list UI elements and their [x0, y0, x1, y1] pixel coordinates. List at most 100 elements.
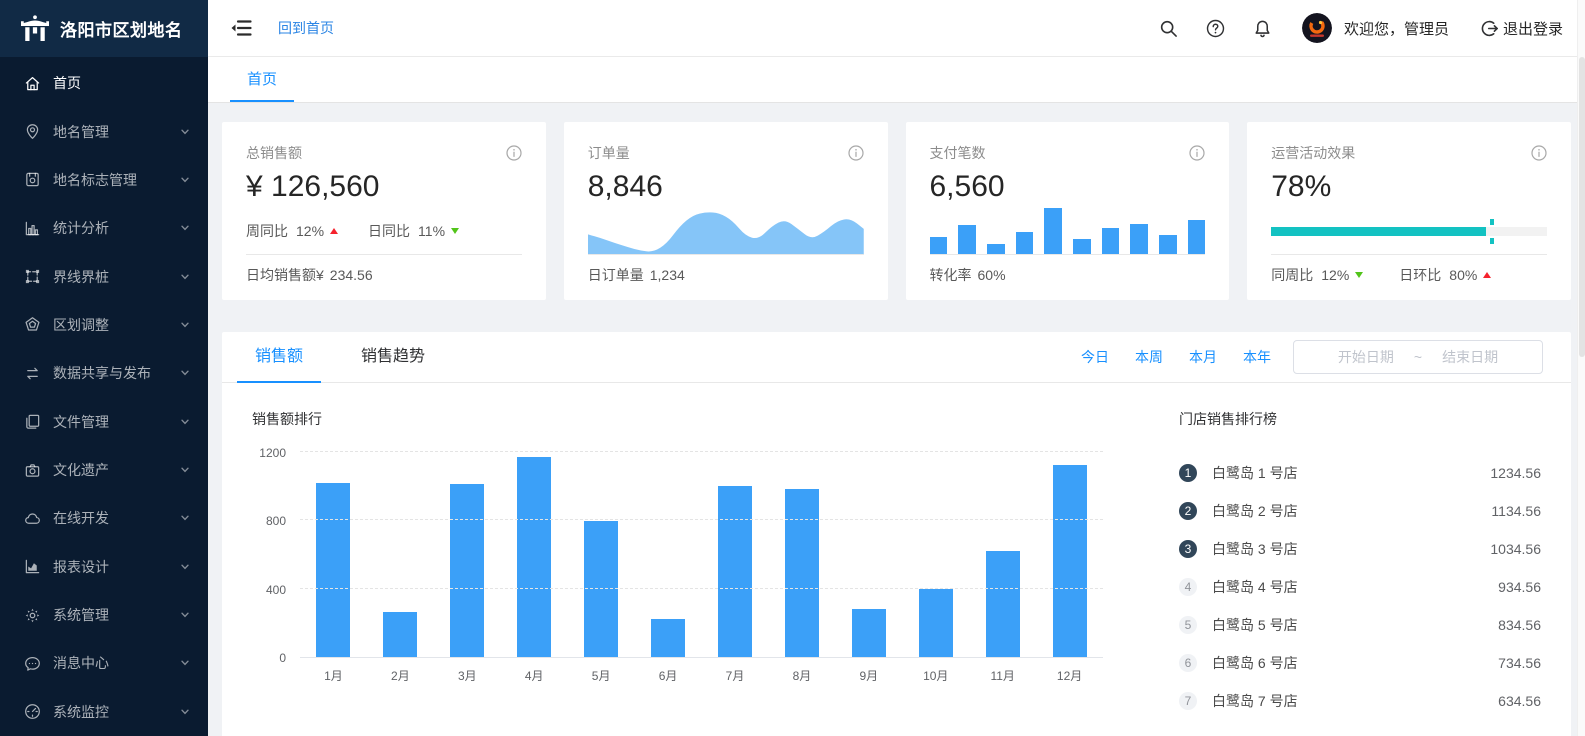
ranking-row: 2 白鹭岛 2 号店 1134.56 [1179, 492, 1541, 530]
mini-bar [986, 243, 1005, 254]
date-range-picker[interactable]: 开始日期 ~ 结束日期 [1293, 340, 1543, 374]
store-sales-value: 1134.56 [1491, 503, 1541, 519]
logout-label: 退出登录 [1502, 20, 1563, 38]
mini-bar [1187, 220, 1206, 254]
y-tick-label: 800 [265, 514, 286, 529]
sidebar-item-label: 系统管理 [53, 607, 109, 624]
info-icon[interactable] [506, 145, 522, 161]
mini-bar [1101, 227, 1120, 254]
bar-10月 [918, 588, 953, 657]
bar-1月 [316, 482, 351, 657]
chevron-down-icon [180, 707, 190, 717]
down-arrow-icon [451, 228, 460, 234]
rank-badge: 6 [1179, 654, 1197, 672]
scrollbar[interactable] [1577, 0, 1585, 736]
info-icon[interactable] [1189, 145, 1205, 161]
sidebar-item-home[interactable]: 首页 [0, 59, 208, 107]
sidebar-item-10[interactable]: 报表设计 [0, 543, 208, 591]
avatar[interactable] [1301, 13, 1332, 43]
filter-today[interactable]: 今日 [1081, 349, 1109, 365]
info-icon[interactable] [1531, 145, 1547, 161]
content: 总销售额 ¥ 126,560 周同比 12% 日同比 11% [208, 103, 1585, 736]
mini-bar [1015, 231, 1034, 254]
sidebar-item-1[interactable]: 地名管理 [0, 107, 208, 155]
logout-button[interactable]: 退出登录 [1481, 18, 1563, 39]
store-sales-value: 1034.56 [1490, 541, 1541, 557]
sidebar-item-label: 首页 [53, 75, 81, 92]
date-start-input[interactable]: 开始日期 [1337, 349, 1394, 365]
x-tick-label: 11月 [990, 669, 1015, 683]
sidebar-item-13[interactable]: 系统监控 [0, 688, 208, 736]
page-tabbar: 首页 [208, 57, 1585, 103]
chevron-down-icon [180, 562, 190, 572]
boundary-icon [24, 268, 41, 285]
store-sales-value: 934.56 [1498, 579, 1541, 595]
sidebar-item-label: 数据共享与发布 [53, 365, 151, 382]
sidebar-collapse-button[interactable] [230, 17, 252, 39]
bar-slot [568, 453, 635, 657]
x-tick-label: 7月 [725, 669, 745, 683]
share-sync-icon [24, 365, 41, 382]
location-icon [24, 123, 41, 140]
stat-card-orders: 订单量 8,846 日订单量 1,234 [563, 122, 888, 300]
date-separator: ~ [1413, 349, 1423, 365]
sidebar-item-label: 界线界桩 [53, 268, 109, 285]
back-home-link[interactable]: 回到首页 [278, 20, 334, 36]
x-tick-label: 1月 [324, 669, 343, 683]
filter-week[interactable]: 本周 [1135, 349, 1163, 365]
store-sales-value: 634.56 [1498, 693, 1541, 709]
sidebar-item-9[interactable]: 在线开发 [0, 494, 208, 542]
card-footer: 同周比 12% 日环比 80% [1271, 255, 1547, 285]
filter-year[interactable]: 本年 [1243, 349, 1271, 365]
sidebar-item-12[interactable]: 消息中心 [0, 639, 208, 687]
sidebar-item-8[interactable]: 文化遗产 [0, 446, 208, 494]
sidebar-item-label: 系统监控 [53, 703, 109, 720]
sidebar-item-11[interactable]: 系统管理 [0, 591, 208, 639]
bar-slot [702, 453, 769, 657]
x-tick-label: 9月 [859, 669, 879, 683]
y-tick-label: 1200 [259, 446, 286, 460]
tab-home[interactable]: 首页 [230, 68, 295, 102]
cloud-icon [24, 510, 41, 527]
sidebar-item-3[interactable]: 统计分析 [0, 204, 208, 252]
bar-slot [969, 453, 1036, 657]
topbar: 回到首页 欢迎您，管理员 退出 [208, 0, 1585, 57]
bar-slot [768, 453, 835, 657]
info-icon[interactable] [847, 145, 864, 161]
gridline [300, 587, 1103, 589]
filter-month[interactable]: 本月 [1189, 349, 1217, 365]
chevron-down-icon [180, 658, 190, 668]
bar-slot [902, 453, 969, 657]
store-sales-value: 834.56 [1498, 617, 1541, 633]
ranking-row: 6 白鹭岛 6 号店 734.56 [1179, 644, 1541, 682]
store-ranking-section: 门店销售排行榜 1 白鹭岛 1 号店 1234.56 2 白鹭岛 2 号店 1134.56… [1179, 409, 1541, 720]
stat-card-payments: 支付笔数 6,560 转化率 60% [905, 122, 1230, 300]
bell-icon[interactable] [1253, 19, 1272, 38]
bar-7月 [717, 486, 752, 657]
scrollbar-thumb[interactable] [1579, 57, 1585, 357]
topbar-actions: 欢迎您，管理员 退出登录 [1131, 13, 1563, 43]
card-title: 运营活动效果 [1271, 145, 1356, 161]
sidebar-item-4[interactable]: 界线界桩 [0, 252, 208, 300]
sidebar-item-label: 区划调整 [53, 316, 109, 333]
chevron-down-icon [180, 223, 190, 233]
sidebar-item-label: 报表设计 [53, 558, 109, 575]
chevron-down-icon [180, 417, 190, 427]
date-end-input[interactable]: 结束日期 [1442, 349, 1499, 365]
sales-chart-section: 销售额排行 0 400 800 1200 1月 2月 3月 4月 5月 6月 7月 8月 9月 10月 1… [252, 409, 1137, 720]
x-tick-label: 12月 [1056, 669, 1083, 683]
sidebar-item-6[interactable]: 数据共享与发布 [0, 349, 208, 397]
bar-4月 [517, 457, 552, 657]
sidebar-item-2[interactable]: 地名标志管理 [0, 156, 208, 204]
chevron-down-icon [180, 368, 190, 378]
mini-bar [1158, 234, 1177, 254]
tab-sales-amount[interactable]: 销售额 [237, 332, 322, 383]
help-icon[interactable] [1206, 19, 1225, 38]
sidebar: 洛阳市区划地名 首页 地名管理 地名标志管理 统计分析 界线界桩 区划调整 数据共享与发布文… [0, 0, 208, 736]
brand-gate-icon [20, 14, 50, 44]
sidebar-item-7[interactable]: 文件管理 [0, 398, 208, 446]
search-icon[interactable] [1159, 19, 1178, 38]
tab-sales-trend[interactable]: 销售趋势 [361, 347, 426, 365]
sidebar-item-label: 在线开发 [53, 510, 109, 527]
sidebar-item-5[interactable]: 区划调整 [0, 301, 208, 349]
